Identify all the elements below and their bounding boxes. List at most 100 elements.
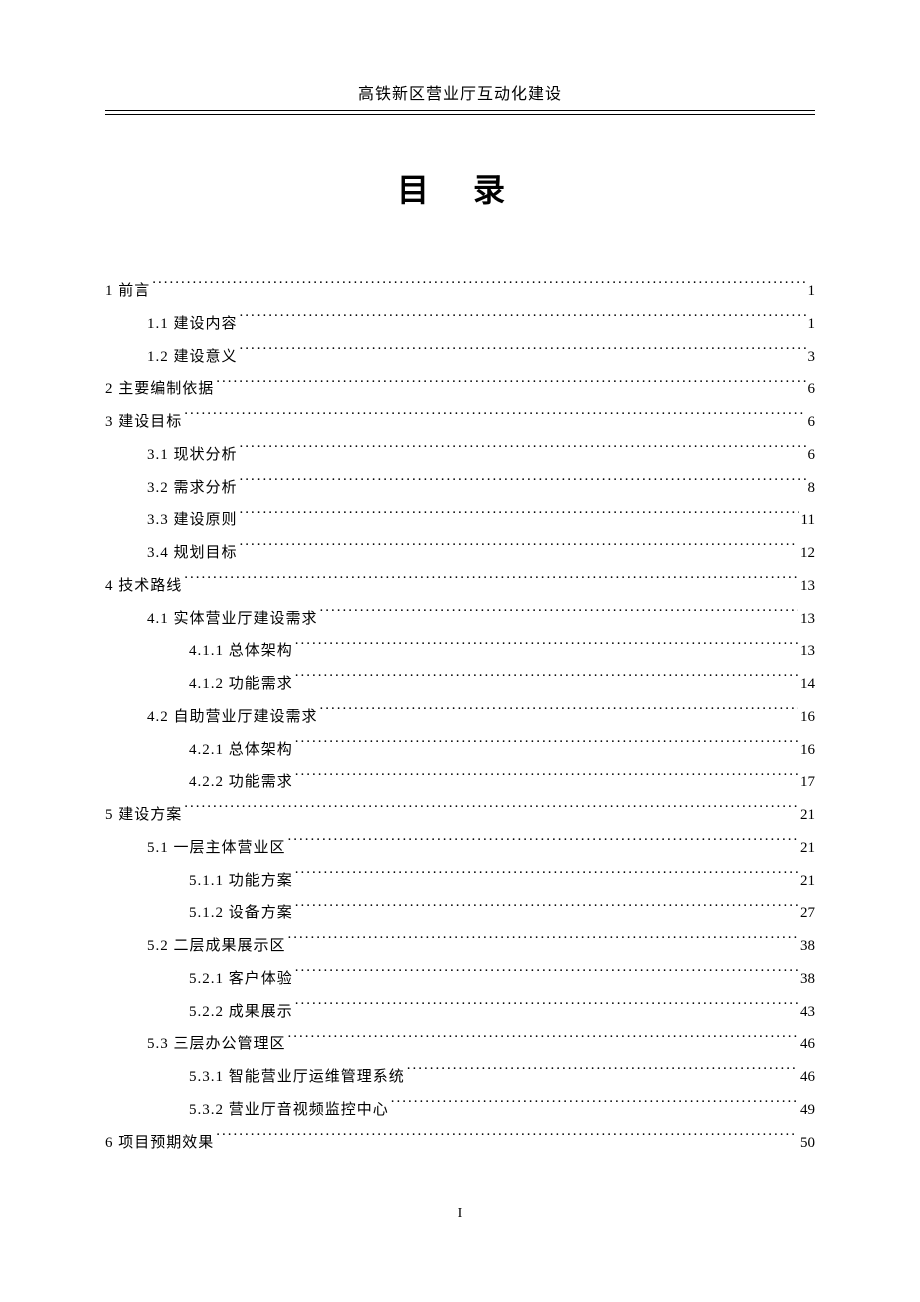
toc-entry-label: 2 主要编制依据 <box>105 374 214 405</box>
toc-entry-page: 12 <box>800 538 815 569</box>
toc-entry-label: 5.2.1 客户体验 <box>189 964 293 995</box>
toc-entry: 3.4 规划目标12 <box>105 538 815 569</box>
toc-entry: 5.2.1 客户体验 38 <box>105 964 815 995</box>
toc-dots <box>320 706 798 721</box>
toc-entry: 1 前言 1 <box>105 276 815 307</box>
toc-entry-label: 4.1.1 总体架构 <box>189 636 293 667</box>
toc-entry-label: 1.2 建设意义 <box>147 342 238 373</box>
toc-dots <box>152 280 805 295</box>
toc-entry-page: 6 <box>808 440 816 471</box>
toc-dots <box>288 1033 798 1048</box>
toc-entry: 6 项目预期效果50 <box>105 1128 815 1159</box>
toc-entry-page: 46 <box>800 1062 815 1093</box>
toc-entry-label: 5.1.1 功能方案 <box>189 866 293 897</box>
toc-dots <box>288 837 798 852</box>
toc-entry-page: 1 <box>808 309 816 340</box>
toc-dots <box>295 902 798 917</box>
toc-entry-page: 38 <box>800 931 815 962</box>
toc-entry: 2 主要编制依据 6 <box>105 374 815 405</box>
toc-dots <box>240 313 806 328</box>
toc-entry: 4.2.2 功能需求 17 <box>105 767 815 798</box>
toc-entry: 4.2 自助营业厅建设需求 16 <box>105 702 815 733</box>
toc-entry: 4.1.2 功能需求 14 <box>105 669 815 700</box>
toc-entry: 5.1.1 功能方案 21 <box>105 866 815 897</box>
toc-entry-label: 5.3.1 智能营业厅运维管理系统 <box>189 1062 405 1093</box>
toc-entry-label: 5.2 二层成果展示区 <box>147 931 286 962</box>
toc-entry-label: 5.1 一层主体营业区 <box>147 833 286 864</box>
toc-entry-page: 1 <box>808 276 816 307</box>
toc-dots <box>240 346 806 361</box>
toc-entry-page: 17 <box>800 767 815 798</box>
toc-entry: 3.3 建设原则11 <box>105 505 815 536</box>
toc-entry-page: 11 <box>801 505 815 536</box>
toc-entry-page: 6 <box>808 407 816 438</box>
toc-entry: 5.3 三层办公管理区 46 <box>105 1029 815 1060</box>
toc-entry-label: 4.2.1 总体架构 <box>189 735 293 766</box>
toc-entry-label: 1 前言 <box>105 276 150 307</box>
toc-entry-page: 38 <box>800 964 815 995</box>
toc-title: 目 录 <box>105 165 815 211</box>
toc-entry-label: 3.1 现状分析 <box>147 440 238 471</box>
toc-entry-page: 13 <box>800 636 815 667</box>
toc-entry-label: 4.1 实体营业厅建设需求 <box>147 604 318 635</box>
toc-entry: 4 技术路线 13 <box>105 571 815 602</box>
page-number: I <box>0 1206 920 1222</box>
toc-dots <box>295 968 798 983</box>
toc-entry: 3 建设目标 6 <box>105 407 815 438</box>
toc-dots <box>295 739 798 754</box>
toc-entry-page: 6 <box>808 374 816 405</box>
toc-entry-page: 8 <box>808 473 816 504</box>
toc-dots <box>240 477 806 492</box>
toc-entry: 3.2 需求分析 8 <box>105 473 815 504</box>
toc-dots <box>184 575 798 590</box>
toc-entry-page: 21 <box>800 866 815 897</box>
toc-entry-label: 3.2 需求分析 <box>147 473 238 504</box>
toc-dots <box>184 804 798 819</box>
toc-dots <box>240 509 799 524</box>
toc-dots <box>320 608 798 623</box>
toc-dots <box>295 673 798 688</box>
toc-dots <box>295 870 798 885</box>
toc-entry-label: 4.2 自助营业厅建设需求 <box>147 702 318 733</box>
toc-entry-label: 1.1 建设内容 <box>147 309 238 340</box>
toc-entry-page: 27 <box>800 898 815 929</box>
toc-entry: 5.3.1 智能营业厅运维管理系统 46 <box>105 1062 815 1093</box>
toc-dots <box>295 640 798 655</box>
toc-dots <box>295 1001 798 1016</box>
toc-dots <box>216 378 805 393</box>
toc-entry-label: 4.1.2 功能需求 <box>189 669 293 700</box>
toc-entry: 5.2 二层成果展示区 38 <box>105 931 815 962</box>
toc-entry-page: 46 <box>800 1029 815 1060</box>
toc-entry: 5.1.2 设备方案 27 <box>105 898 815 929</box>
toc-entry: 4.1.1 总体架构 13 <box>105 636 815 667</box>
toc-entry: 4.1 实体营业厅建设需求13 <box>105 604 815 635</box>
toc-entry-label: 6 项目预期效果 <box>105 1128 214 1159</box>
toc-entry: 3.1 现状分析 6 <box>105 440 815 471</box>
toc-entry: 5.1 一层主体营业区21 <box>105 833 815 864</box>
toc-entry-page: 13 <box>800 571 815 602</box>
toc-entry-label: 5.3 三层办公管理区 <box>147 1029 286 1060</box>
toc-entry-page: 43 <box>800 997 815 1028</box>
toc-entry: 1.2 建设意义 3 <box>105 342 815 373</box>
toc-entry-label: 4.2.2 功能需求 <box>189 767 293 798</box>
toc-entry-page: 3 <box>808 342 816 373</box>
toc-entry: 1.1 建设内容 1 <box>105 309 815 340</box>
toc-entry: 5.3.2 营业厅音视频监控中心49 <box>105 1095 815 1126</box>
toc-dots <box>295 771 798 786</box>
toc-entry-page: 21 <box>800 800 815 831</box>
toc-entry-label: 3 建设目标 <box>105 407 182 438</box>
toc-dots <box>391 1099 798 1114</box>
toc-dots <box>184 411 805 426</box>
toc-entry-page: 16 <box>800 702 815 733</box>
toc-dots <box>240 444 806 459</box>
toc-entry: 5.2.2 成果展示43 <box>105 997 815 1028</box>
toc-entry: 4.2.1 总体架构 16 <box>105 735 815 766</box>
toc-entry-page: 14 <box>800 669 815 700</box>
toc-entry-label: 4 技术路线 <box>105 571 182 602</box>
toc-entry-label: 5.1.2 设备方案 <box>189 898 293 929</box>
header-text: 高铁新区营业厅互动化建设 <box>358 86 562 103</box>
toc-dots <box>240 542 798 557</box>
toc-entry-page: 16 <box>800 735 815 766</box>
toc-dots <box>407 1066 798 1081</box>
toc-entry-label: 5 建设方案 <box>105 800 182 831</box>
